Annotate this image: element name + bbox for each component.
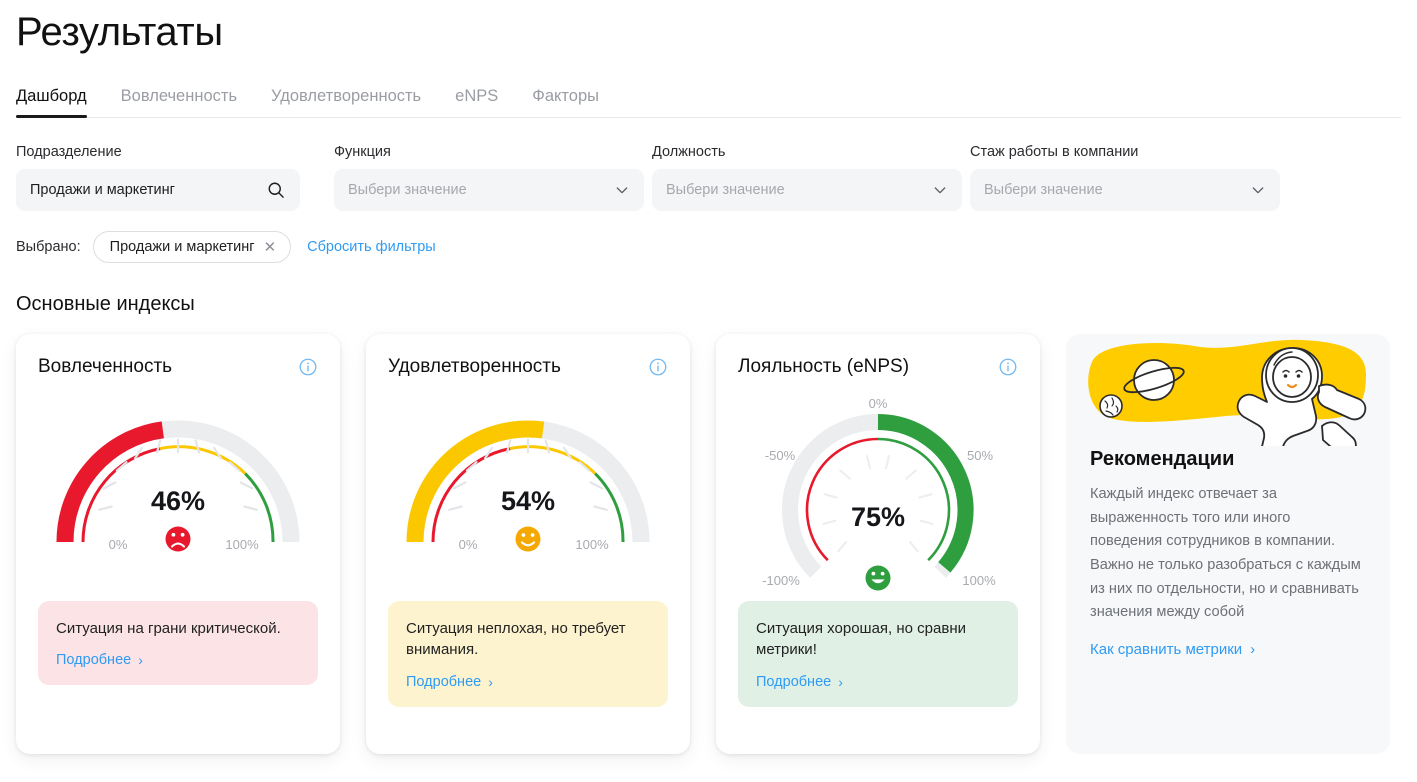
selected-label: Выбрано: bbox=[16, 239, 81, 255]
illustration-svg bbox=[1088, 339, 1367, 469]
card-enps: Лояльность (eNPS) bbox=[716, 334, 1040, 754]
function-placeholder: Выбери значение bbox=[348, 182, 467, 198]
page-title: Результаты bbox=[16, 10, 223, 54]
chevron-down-icon bbox=[616, 187, 628, 194]
card-title-satisfaction: Удовлетворенность bbox=[388, 356, 561, 377]
tab-dashboard[interactable]: Дашборд bbox=[16, 87, 87, 118]
position-select[interactable]: Выбери значение bbox=[652, 169, 962, 211]
tab-engagement[interactable]: Вовлеченность bbox=[121, 87, 237, 117]
status-text: Ситуация хорошая, но сравни метрики! bbox=[756, 620, 966, 659]
more-details-link-enps[interactable]: Подробнее › bbox=[756, 674, 843, 690]
position-placeholder: Выбери значение bbox=[666, 182, 785, 198]
status-box-satisfaction: Ситуация неплохая, но требует внимания. … bbox=[388, 601, 668, 707]
section-title-main-indexes: Основные индексы bbox=[16, 293, 195, 315]
card-satisfaction: Удовлетворенность bbox=[366, 334, 690, 754]
gauge-min-label: 0% bbox=[109, 537, 128, 552]
recommendations-text: Каждый индекс отвечает за выраженность т… bbox=[1090, 486, 1361, 621]
gauge-svg: 0% -50% 50% -100% 100% bbox=[762, 396, 996, 591]
more-details-link-engagement[interactable]: Подробнее › bbox=[56, 652, 143, 668]
gauge-tick-label-0: 0% bbox=[869, 396, 888, 411]
how-to-compare-metrics-link[interactable]: Как сравнить метрики › bbox=[1090, 641, 1255, 658]
status-text: Ситуация неплохая, но требует внимания. bbox=[406, 620, 626, 659]
neutral-smile-face-icon bbox=[515, 526, 541, 552]
tab-bar: Дашборд Вовлеченность Удовлетворенность … bbox=[16, 74, 1401, 118]
card-engagement: Вовлеченность bbox=[16, 334, 340, 754]
status-box-engagement: Ситуация на грани критической. Подробнее… bbox=[38, 601, 318, 686]
tab-factors[interactable]: Факторы bbox=[532, 87, 599, 117]
department-search-input[interactable]: Продажи и маркетинг bbox=[16, 169, 300, 211]
gauge-min-label: 0% bbox=[459, 537, 478, 552]
gauge-tick-label-100: 100% bbox=[962, 573, 996, 588]
gauge-satisfaction: 0% 100% 54% bbox=[388, 382, 668, 597]
status-text: Ситуация на грани критической. bbox=[56, 620, 281, 637]
filter-chip-department[interactable]: Продажи и маркетинг ✕ bbox=[92, 231, 292, 263]
chevron-down-icon bbox=[934, 187, 946, 194]
chevron-right-icon: › bbox=[138, 652, 143, 669]
gauge-svg: 0% 100% bbox=[406, 420, 650, 552]
card-header: Лояльность (eNPS) bbox=[738, 356, 1018, 378]
card-recommendations: Рекомендации Каждый индекс отвечает за в… bbox=[1066, 334, 1390, 754]
index-cards-row: Вовлеченность bbox=[16, 334, 1401, 754]
info-icon[interactable] bbox=[298, 357, 318, 377]
gauge-tick-label--100: -100% bbox=[762, 573, 800, 588]
filter-function: Функция Выбери значение bbox=[334, 144, 644, 211]
search-icon bbox=[268, 182, 284, 198]
astronaut-planet-illustration bbox=[1066, 334, 1390, 469]
card-header: Вовлеченность bbox=[38, 356, 318, 378]
status-box-enps: Ситуация хорошая, но сравни метрики! Под… bbox=[738, 601, 1018, 707]
more-details-link-satisfaction[interactable]: Подробнее › bbox=[406, 674, 493, 690]
gauge-value-enps: 75% bbox=[850, 502, 906, 532]
filter-label-department: Подразделение bbox=[16, 144, 122, 160]
card-header: Удовлетворенность bbox=[388, 356, 668, 378]
sad-face-icon bbox=[165, 526, 191, 552]
tab-satisfaction[interactable]: Удовлетворенность bbox=[271, 87, 421, 117]
happy-face-icon bbox=[865, 565, 891, 591]
info-icon[interactable] bbox=[648, 357, 668, 377]
chevron-right-icon: › bbox=[488, 673, 493, 690]
function-select[interactable]: Выбери значение bbox=[334, 169, 644, 211]
gauge-tick-label-50: 50% bbox=[967, 448, 993, 463]
filter-label-position: Должность bbox=[652, 144, 726, 160]
more-link-label: Подробнее bbox=[406, 673, 482, 690]
tenure-select[interactable]: Выбери значение bbox=[970, 169, 1280, 211]
tenure-placeholder: Выбери значение bbox=[984, 182, 1103, 198]
gauge-engagement: 0% 100% 46% bbox=[38, 382, 318, 597]
card-title-enps: Лояльность (eNPS) bbox=[738, 356, 910, 377]
gauge-tick-label--50: -50% bbox=[765, 448, 796, 463]
department-value: Продажи и маркетинг bbox=[30, 182, 175, 198]
tab-enps[interactable]: eNPS bbox=[455, 87, 498, 117]
more-link-label: Подробнее bbox=[56, 652, 132, 669]
chevron-down-icon bbox=[1252, 187, 1264, 194]
chevron-right-icon: › bbox=[838, 673, 843, 690]
reset-filters-link[interactable]: Сбросить фильтры bbox=[307, 239, 436, 255]
gauge-max-label: 100% bbox=[225, 537, 259, 552]
rec-link-label: Как сравнить метрики bbox=[1090, 640, 1243, 658]
filter-position: Должность Выбери значение bbox=[652, 144, 962, 211]
gauge-enps: 0% -50% 50% -100% 100% 75% bbox=[738, 382, 1018, 597]
filter-label-function: Функция bbox=[334, 144, 391, 160]
more-link-label: Подробнее bbox=[756, 673, 832, 690]
gauge-max-label: 100% bbox=[575, 537, 609, 552]
recommendations-title: Рекомендации bbox=[1090, 448, 1235, 470]
filter-label-tenure: Стаж работы в компании bbox=[970, 144, 1139, 160]
filter-tenure: Стаж работы в компании Выбери значение bbox=[970, 144, 1280, 211]
chevron-right-icon: › bbox=[1250, 640, 1256, 658]
gauge-value-satisfaction: 54% bbox=[500, 486, 556, 516]
filter-department: Подразделение Продажи и маркетинг bbox=[16, 144, 326, 211]
selected-filters-row: Выбрано: Продажи и маркетинг ✕ Сбросить … bbox=[16, 231, 1401, 263]
info-icon[interactable] bbox=[998, 357, 1018, 377]
filter-bar: Подразделение Продажи и маркетинг Функци… bbox=[16, 144, 1401, 211]
card-title-engagement: Вовлеченность bbox=[38, 356, 173, 377]
close-icon[interactable]: ✕ bbox=[263, 238, 277, 256]
chip-label: Продажи и маркетинг bbox=[109, 239, 255, 255]
gauge-value-engagement: 46% bbox=[150, 486, 206, 516]
gauge-svg: 0% 100% bbox=[56, 420, 300, 552]
recommendations-body: Рекомендации Каждый индекс отвечает за в… bbox=[1066, 448, 1390, 659]
